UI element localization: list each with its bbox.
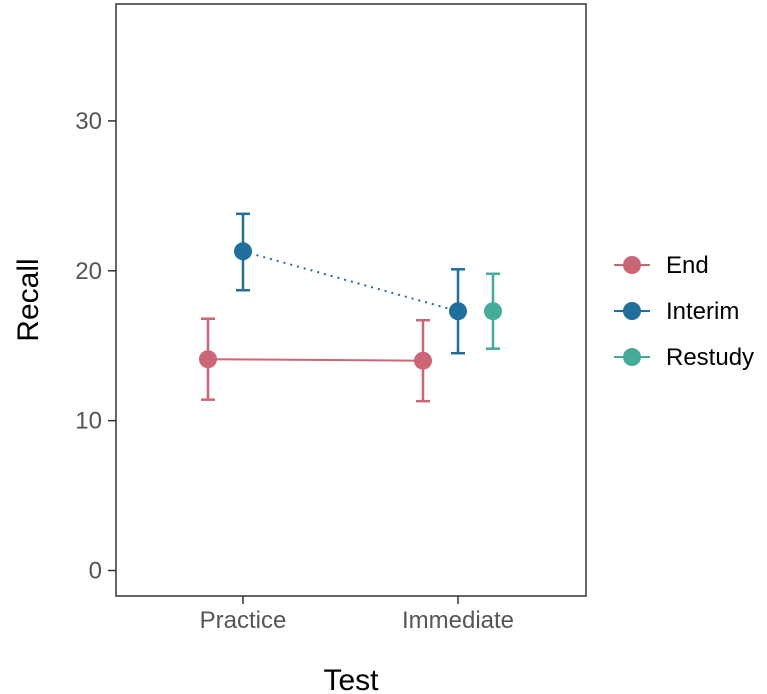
y-tick-label: 0 xyxy=(89,558,102,585)
x-axis: Practice Immediate xyxy=(200,596,514,634)
y-tick-label: 10 xyxy=(75,408,102,435)
point-interim xyxy=(449,302,467,321)
point-end xyxy=(199,350,217,369)
y-axis-title: Recall xyxy=(12,258,45,341)
legend-key-point xyxy=(623,348,641,366)
series-line-end xyxy=(207,358,424,362)
legend-label: End xyxy=(666,252,709,279)
legend-item-restudy: Restudy xyxy=(614,344,754,371)
legend-item-end: End xyxy=(614,252,709,279)
y-axis: 0 10 20 30 xyxy=(75,108,116,585)
point-end xyxy=(414,351,432,370)
legend-key-point xyxy=(623,256,641,274)
data-marks xyxy=(199,212,502,403)
plot-panel xyxy=(115,3,587,597)
legend: End Interim Restudy xyxy=(614,252,754,371)
point-restudy xyxy=(484,302,502,321)
x-tick-label: Practice xyxy=(200,607,287,634)
legend-key-point xyxy=(623,302,641,320)
legend-label: Interim xyxy=(666,298,739,325)
legend-item-interim: Interim xyxy=(614,298,739,325)
point-interim xyxy=(234,242,252,261)
y-tick-label: 20 xyxy=(75,258,102,285)
x-tick-label: Immediate xyxy=(402,607,514,634)
legend-label: Restudy xyxy=(666,344,754,371)
y-tick-label: 30 xyxy=(75,108,102,135)
x-axis-title: Test xyxy=(323,664,379,694)
